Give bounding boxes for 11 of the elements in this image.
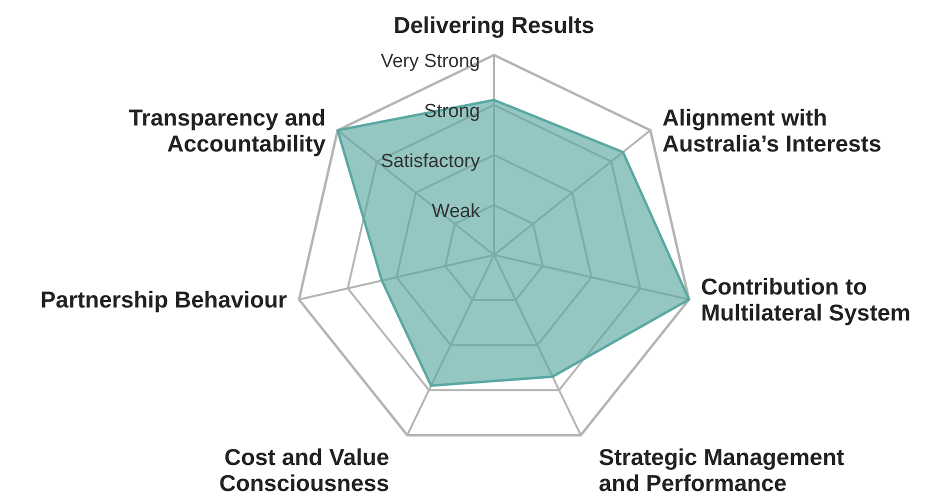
spoke-label: Cost and Value Consciousness [219, 444, 390, 495]
spoke-label: Transparency and Accountability [128, 104, 326, 156]
spoke-label: Partnership Behaviour [40, 286, 288, 313]
y-tick-label: Strong [424, 101, 480, 122]
spoke-label: Alignment with Australia’s Interests [662, 104, 882, 156]
y-tick-label: Satisfactory [380, 151, 480, 172]
spoke-label: Strategic Management and Performance [598, 444, 845, 495]
spoke-label: Contribution to Multilateral System [700, 274, 911, 326]
y-tick-label: Very Strong [380, 51, 480, 72]
spoke-label: Delivering Results [394, 12, 594, 38]
y-tick-label: Weak [432, 201, 480, 222]
